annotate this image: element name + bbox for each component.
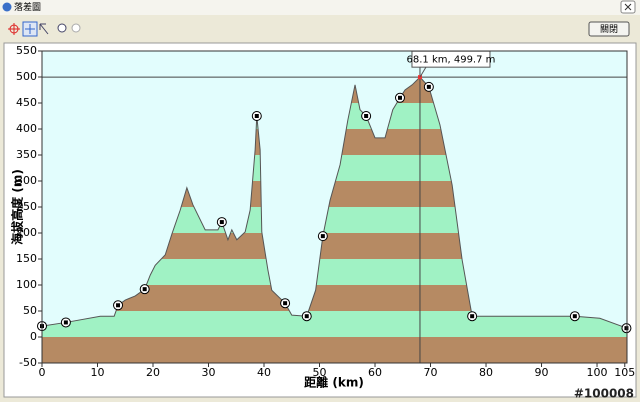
y-tick-label: 200 [16, 226, 37, 239]
x-tick-label: 40 [257, 366, 271, 379]
waypoint [251, 111, 262, 121]
x-tick-label: 60 [368, 366, 382, 379]
y-tick-label: 150 [16, 252, 37, 265]
waypoint-square [572, 314, 577, 319]
waypoint-square [364, 114, 369, 118]
window-title: 落差圖 [14, 1, 41, 13]
profile-line [41, 76, 628, 329]
waypoint [467, 311, 478, 322]
x-tick-label: 10 [91, 366, 105, 379]
waypoint-square [624, 326, 629, 331]
y-tick-label: 100 [16, 278, 37, 291]
tooltip-label: 68.1 km, 499.7 m [407, 55, 496, 66]
x-tick-label: 80 [479, 366, 493, 379]
x-tick-label: 20 [146, 366, 160, 379]
y-tick-label: -50 [19, 356, 37, 369]
x-tick-label: 30 [202, 366, 216, 379]
waypoint-square [219, 220, 224, 225]
waypoint [394, 92, 405, 103]
waypoint-square [426, 84, 431, 89]
waypoint [113, 300, 124, 311]
y-axis-label: 海拔高度 (m) [10, 169, 25, 245]
tool-select[interactable] [39, 23, 49, 35]
watermark: #100008 [574, 387, 634, 401]
y-tick-label: 500 [16, 70, 37, 83]
waypoint-square [283, 301, 288, 306]
y-tick-label: 50 [23, 304, 37, 317]
y-tick-label: 350 [16, 148, 37, 161]
close-x-icon [624, 3, 632, 11]
y-tick-label: 400 [16, 122, 37, 135]
window-icon [2, 2, 12, 12]
x-tick-label: 0 [39, 366, 46, 379]
waypoint [361, 111, 372, 121]
x-axis-label: 距離 (km) [304, 375, 364, 390]
y-tick-label: 300 [16, 174, 37, 187]
waypoint [216, 217, 227, 228]
y-tick-label: 250 [16, 200, 37, 213]
waypoint [60, 317, 71, 328]
waypoint [139, 284, 150, 295]
tool-zoom-in[interactable] [57, 23, 67, 33]
waypoint-square [304, 314, 309, 319]
waypoint-square [142, 287, 147, 292]
waypoint [280, 298, 291, 309]
waypoint-square [320, 234, 325, 239]
x-tick-label: 50 [313, 366, 327, 379]
x-tick-label: 90 [535, 366, 549, 379]
waypoint [317, 231, 328, 242]
y-tick-label: 450 [16, 96, 37, 109]
y-tick-label: 550 [16, 44, 37, 57]
waypoint-square [254, 114, 259, 118]
waypoint-square [116, 303, 121, 308]
close-button-label: 關閉 [600, 24, 618, 35]
tool-pan-lines [25, 24, 35, 34]
waypoint-square [63, 320, 68, 325]
tool-zoom-out[interactable] [71, 23, 81, 33]
tooltip-pointer [419, 66, 427, 78]
waypoint [569, 311, 580, 322]
waypoint [301, 311, 312, 322]
elevation-band [42, 337, 627, 363]
y-tick-label: 0 [30, 330, 37, 343]
waypoint-square [470, 314, 475, 319]
x-tick-label: 100 [587, 366, 608, 379]
x-tick-label: 105 [614, 366, 635, 379]
x-tick-label: 70 [424, 366, 438, 379]
tool-crosshair-lines [8, 23, 20, 35]
waypoint-square [397, 95, 402, 100]
toolbar [8, 21, 81, 37]
title-bar [0, 0, 640, 15]
waypoint [423, 81, 434, 92]
close-button[interactable] [588, 21, 630, 37]
waypoint [621, 323, 632, 334]
